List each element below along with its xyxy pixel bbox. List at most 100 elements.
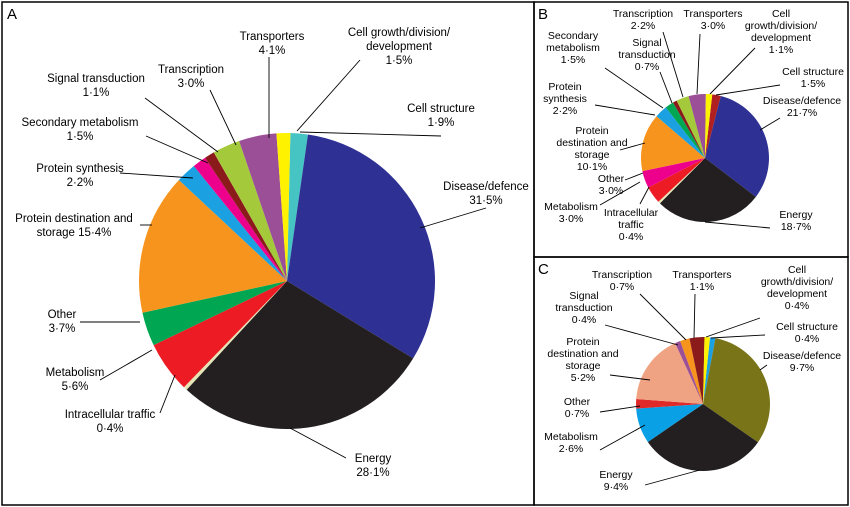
pie-a-leader-protein-synthesis <box>119 172 194 179</box>
pie-a-slice-signal-transduction <box>205 152 287 281</box>
pie-c-label-protein-destination-and-storage: Protein destination and storage 5·2% <box>547 336 618 384</box>
pie-b-leader-protein-destination-and-storage <box>619 142 646 151</box>
pie-b-label-intracellular-traffic: Intracellular traffic 0·4% <box>604 207 659 243</box>
pie-a-label-secondary-metabolism: Secondary metabolism 1·5% <box>22 117 139 143</box>
pie-b-label-other: Other 3·0% <box>598 173 625 197</box>
pie-b-slice-other <box>642 158 705 188</box>
pie-a: Cell structure 1·9% Disease/defence 31·5% En… <box>15 27 529 479</box>
pie-a-leader-cell-structure <box>299 131 442 137</box>
pie-a-leader-disease-defence <box>419 207 487 229</box>
pie-a-label-other: Other 3·7% <box>48 309 77 335</box>
pie-c-label-cell-structure: Cell structure 0·4% <box>776 321 838 345</box>
pie-a-slice-metabolism <box>153 281 287 388</box>
pie-a-slice-transcription <box>213 140 287 281</box>
pie-c-leader-transporters <box>693 293 696 339</box>
pie-b-slice-transporters <box>688 94 706 158</box>
pie-a-slice-cell-structure <box>287 133 308 281</box>
pie-c-leader-energy <box>644 469 701 486</box>
pie-b-label-disease-defence: Disease/defence 21·7% <box>763 95 841 119</box>
pie-c-label-cell-growth-division-development: Cell growth/division/development 0·4% <box>761 264 833 312</box>
pie-c-leader-transcription <box>639 293 687 341</box>
pie-b: Cell structure 1·5% Disease/defence 21·7% En… <box>543 8 844 243</box>
pie-b-label-energy: Energy 18·7% <box>779 209 813 233</box>
pie-a-label-disease-defence: Disease/defence 31·5% <box>443 181 529 207</box>
pie-b-slice-disease-defence <box>705 95 769 197</box>
pie-c-label-transcription: Transcription 0·7% <box>592 269 652 293</box>
panel-b-letter: B <box>538 6 548 23</box>
pie-a-label-transcription: Transcription 3·0% <box>158 64 224 90</box>
pie-c-leader-cell-growth-division-development <box>705 317 761 338</box>
pie-b-label-cell-structure: Cell structure 1·5% <box>782 66 844 90</box>
pie-c-slice-transcription <box>680 338 703 404</box>
pie-b-leader-protein-synthesis <box>594 104 656 116</box>
pie-b-leader-metabolism <box>599 181 641 206</box>
pie-c-slice-energy <box>647 404 758 471</box>
pie-a-label-signal-transduction: Signal transduction 1·1% <box>47 73 145 99</box>
panel-c-frame <box>533 256 849 506</box>
pie-a-label-intracellular-traffic: Intracellular traffic 0·4% <box>65 409 156 435</box>
pie-b-slice-protein-destination-and-storage <box>641 116 705 172</box>
pie-c-label-signal-transduction: Signal transduction 0·4% <box>555 290 612 326</box>
pie-a-slice-other <box>142 281 287 346</box>
pie-b-slice-cell-structure <box>705 94 721 158</box>
pie-a-slice-intracellular-traffic <box>183 281 287 390</box>
pie-a-slice-energy <box>186 281 414 430</box>
pie-b-leader-secondary-metabolism <box>604 67 664 109</box>
pie-c-slice-disease-defence <box>703 338 770 443</box>
pie-c-leader-signal-transduction <box>604 324 679 346</box>
pie-b-slice-metabolism <box>648 158 705 202</box>
pie-b-label-cell-growth-division-development: Cell growth/division/development 1·1% <box>745 8 817 56</box>
pie-c-slice-signal-transduction <box>675 340 703 404</box>
pie-b-slice-protein-synthesis <box>656 107 705 158</box>
pie-a-slice-protein-destination-and-storage <box>138 179 287 313</box>
pie-b-label-metabolism: Metabolism 3·0% <box>544 201 598 225</box>
pie-b-label-protein-synthesis: Protein synthesis 2·2% <box>543 81 587 117</box>
pie-b-leader-transporters <box>696 33 701 95</box>
pie-b-label-protein-destination-and-storage: Protein destination and storage 10·1% <box>556 125 627 173</box>
pie-c-slice-cell-structure <box>703 337 716 404</box>
pie-c-leader-metabolism <box>599 424 646 451</box>
pie-a-leader-intracellular-traffic <box>159 374 176 414</box>
pie-c-leader-cell-structure <box>710 334 766 339</box>
pie-c-label-disease-defence: Disease/defence 9·7% <box>763 350 841 374</box>
pie-a-leader-transcription <box>209 89 237 146</box>
pie-b-slice-intracellular-traffic <box>658 158 705 204</box>
pie-b-label-transporters: Transporters 3·0% <box>683 8 742 32</box>
pie-c-slice-cell-growth-division-development <box>703 337 710 404</box>
pie-a-label-cell-structure: Cell structure 1·9% <box>407 103 475 129</box>
pie-b-label-transcription: Transcription 2·2% <box>613 8 673 32</box>
pie-b-label-secondary-metabolism: Secondary metabolism 1·5% <box>546 30 600 66</box>
pie-a-slice-transporters <box>239 133 287 281</box>
pie-c-slice-transporters <box>689 337 705 404</box>
pie-b-leader-signal-transduction <box>659 71 673 104</box>
pie-b-slice-transcription <box>676 96 705 158</box>
pie-b-slice-energy <box>659 158 756 222</box>
pie-a-slice-cell-growth-division-development <box>276 133 291 281</box>
pie-a-leader-energy <box>289 427 347 459</box>
pie-b-leader-cell-structure <box>715 84 781 96</box>
pie-a-label-protein-synthesis: Protein synthesis 2·2% <box>36 163 124 189</box>
pie-b-leader-disease-defence <box>759 117 781 131</box>
panel-a-letter: A <box>7 6 17 23</box>
pie-b-slice-signal-transduction <box>673 100 705 158</box>
pie-a-leader-metabolism <box>99 349 153 381</box>
pie-a-slice-secondary-metabolism <box>193 157 287 281</box>
pie-a-leader-signal-transduction <box>144 97 219 153</box>
pie-a-label-metabolism: Metabolism 5·6% <box>46 367 105 393</box>
pie-c-label-other: Other 0·7% <box>564 396 591 420</box>
pie-b-slice-cell-growth-division-development <box>705 94 713 158</box>
pie-b-leader-energy <box>704 221 771 229</box>
pie-a-leader-cell-growth-division-development <box>296 59 361 132</box>
pie-b-leader-cell-growth-division-development <box>709 47 756 95</box>
pie-a-label-cell-growth-division-development: Cell growth/division/development 1·5% <box>348 27 451 67</box>
pie-a-leader-secondary-metabolism <box>145 135 209 164</box>
pie-a-label-protein-destination-and-storage: Protein destination and storage 15·4% <box>15 213 133 239</box>
pie-c-slice-other <box>635 399 703 409</box>
pie-b-leader-other <box>624 172 644 181</box>
pie-c-label-metabolism: Metabolism 2·6% <box>544 431 598 455</box>
pie-c-leader-other <box>599 405 641 413</box>
pie-c-slice-metabolism <box>636 404 703 443</box>
pie-c: Cell structure 0·4% Disease/defence 9·7% Ene… <box>544 264 841 493</box>
